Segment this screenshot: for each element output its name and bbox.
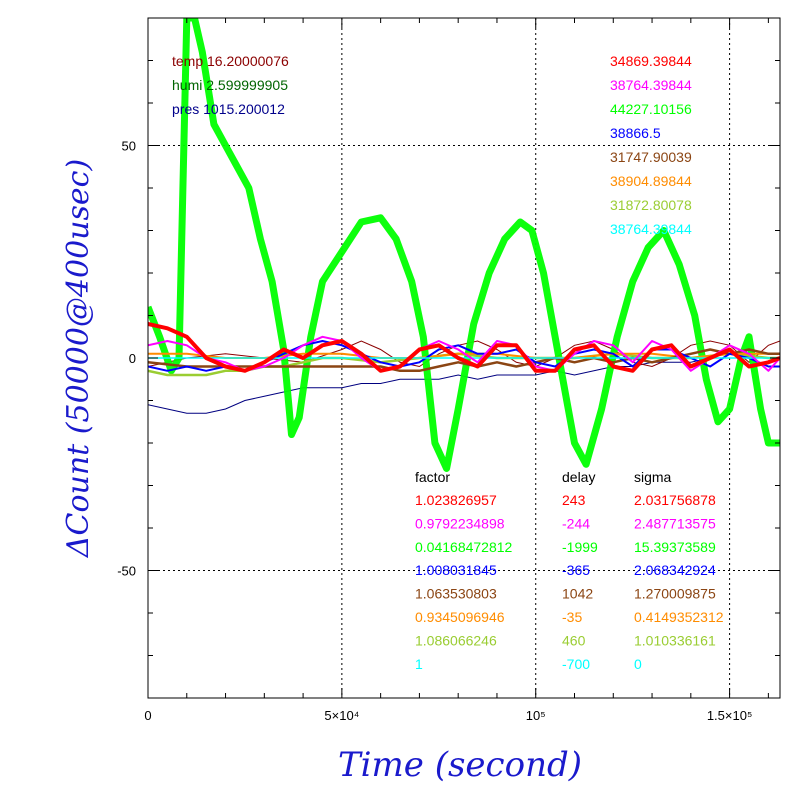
sigma-value: 2.487713575 — [634, 515, 716, 531]
sigma-value: 15.39373589 — [634, 539, 716, 555]
delay-value: -35 — [562, 609, 582, 625]
series-mean-label: 31747.90039 — [610, 149, 692, 165]
series-mean-label: 34869.39844 — [610, 53, 692, 69]
delay-header: delay — [562, 469, 595, 485]
axis-ticks: 0 5×10⁴ 10⁵ 1.5×10⁵ 50 0 -50 — [117, 17, 780, 723]
series-mean-label: 31872.80078 — [610, 197, 692, 213]
series-mean-label: 38904.89844 — [610, 173, 692, 189]
sigma-value: 1.270009875 — [634, 586, 716, 602]
x-axis-title: Time (second) — [338, 745, 582, 785]
env-label: humi 2.599999905 — [172, 77, 288, 93]
series-line — [148, 322, 780, 373]
y-tick-label: 50 — [122, 139, 136, 154]
env-label: pres 1015.200012 — [172, 101, 285, 117]
sigma-value: 1.010336161 — [634, 632, 716, 648]
series-mean-label: 38764.39844 — [610, 77, 692, 93]
sigma-value: 0 — [634, 656, 642, 672]
series-line — [148, 348, 780, 373]
factor-value: 1.023826957 — [415, 492, 497, 508]
data-traces — [148, 18, 780, 472]
delay-value: 243 — [562, 492, 586, 508]
delay-value: -700 — [562, 656, 590, 672]
sigma-header: sigma — [634, 469, 672, 485]
series-mean-label: 38866.5 — [610, 125, 661, 141]
factor-value: 0.9792234898 — [415, 515, 505, 531]
factor-value: 0.9345096946 — [415, 609, 505, 625]
annotations: temp 16.20000076 humi 2.599999905 pres 101… — [172, 53, 724, 672]
sigma-value: 2.031756878 — [634, 492, 716, 508]
extra-trace-line — [148, 357, 780, 414]
sigma-value: 2.068342924 — [634, 562, 716, 578]
delay-value: 460 — [562, 632, 586, 648]
series-line — [148, 18, 780, 472]
y-tick-label: 0 — [129, 351, 136, 366]
factor-header: factor — [415, 469, 450, 485]
env-label: temp 16.20000076 — [172, 53, 289, 69]
y-tick-label: -50 — [117, 564, 136, 579]
y-axis-title: ΔCount (50000@400usec) — [61, 159, 96, 558]
factor-value: 1.008031845 — [415, 562, 497, 578]
factor-value: 1.086066246 — [415, 632, 497, 648]
delay-value: -1999 — [562, 539, 598, 555]
factor-value: 1 — [415, 656, 423, 672]
factor-value: 1.063530803 — [415, 586, 497, 602]
sigma-value: 0.4149352312 — [634, 609, 724, 625]
x-tick-label: 10⁵ — [526, 708, 546, 723]
series-mean-label: 44227.10156 — [610, 101, 692, 117]
delay-value: -365 — [562, 562, 590, 578]
delay-value: 1042 — [562, 586, 593, 602]
x-tick-label: 5×10⁴ — [324, 708, 359, 723]
series-mean-label: 38764.39844 — [610, 221, 692, 237]
x-tick-label: 0 — [144, 708, 151, 723]
delay-value: -244 — [562, 515, 590, 531]
x-tick-label: 1.5×10⁵ — [707, 708, 753, 723]
factor-value: 0.04168472812 — [415, 539, 513, 555]
